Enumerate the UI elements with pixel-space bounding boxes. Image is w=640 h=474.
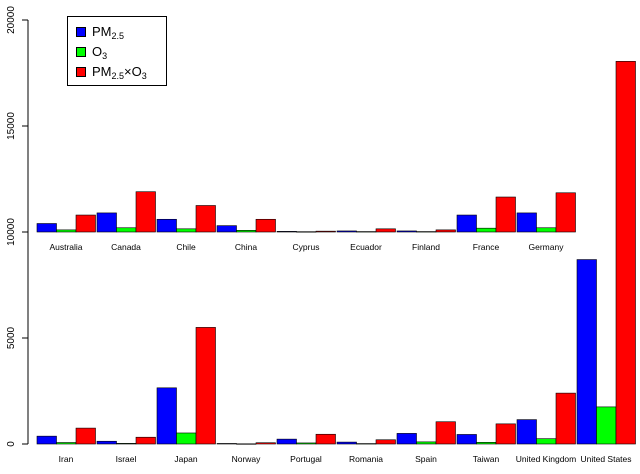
bar-japan-pm25xo3 bbox=[195, 327, 216, 445]
legend-swatch-o3 bbox=[76, 47, 86, 57]
y-axis: 0 5000 10000 15000 20000 bbox=[6, 6, 29, 447]
bar-france-pm25 bbox=[456, 214, 477, 233]
legend-label-pm25: PM2.5 bbox=[92, 23, 125, 41]
bar-spain-o3 bbox=[416, 441, 437, 445]
category-label-australia: Australia bbox=[49, 242, 82, 252]
category-labels: Australia Canada Chile China Cyprus Ecuador Fi… bbox=[49, 242, 631, 464]
bar-canada-pm25 bbox=[96, 212, 117, 233]
bar-israel-pm25 bbox=[96, 440, 117, 445]
bar-australia-pm25 bbox=[36, 223, 57, 233]
bar-romania-pm25 bbox=[336, 441, 357, 445]
bar-cyprus-o3 bbox=[296, 231, 317, 233]
bar-germany-o3 bbox=[536, 227, 557, 233]
bar-united-kingdom-pm25xo3 bbox=[555, 392, 576, 445]
bar-france-o3 bbox=[476, 227, 497, 233]
bar-chile-o3 bbox=[176, 228, 197, 233]
bar-cyprus-pm25xo3 bbox=[315, 230, 336, 233]
bar-united-states-pm25 bbox=[576, 259, 597, 445]
bar-ecuador-pm25xo3 bbox=[375, 228, 396, 233]
bar-united-states-o3 bbox=[596, 406, 617, 445]
bar-portugal-o3 bbox=[296, 442, 317, 445]
bar-iran-pm25 bbox=[36, 435, 57, 445]
bar-iran-pm25xo3 bbox=[75, 427, 96, 445]
bar-united-states-pm25xo3 bbox=[615, 61, 636, 445]
bar-australia-pm25xo3 bbox=[75, 214, 96, 233]
bar-china-o3 bbox=[236, 230, 257, 233]
bar-japan-o3 bbox=[176, 432, 197, 445]
bar-spain-pm25xo3 bbox=[435, 421, 456, 445]
bar-norway-pm25xo3 bbox=[255, 442, 276, 445]
legend: PM2.5 O3 PM2.5×O3 bbox=[67, 16, 167, 86]
bar-romania-pm25xo3 bbox=[375, 439, 396, 445]
y-tick-label-5000: 5000 bbox=[6, 326, 17, 349]
bar-france-pm25xo3 bbox=[495, 196, 516, 233]
category-label-united-kingdom: United Kingdom bbox=[516, 454, 576, 464]
category-label-france: France bbox=[473, 242, 500, 252]
category-label-cyprus: Cyprus bbox=[293, 242, 320, 252]
y-tick-label-0: 0 bbox=[6, 441, 17, 447]
bar-iran-o3 bbox=[56, 442, 77, 445]
legend-item-pm25: PM2.5 bbox=[76, 23, 124, 41]
bar-chile-pm25 bbox=[156, 218, 177, 233]
category-label-united-states: United States bbox=[580, 454, 631, 464]
category-label-japan: Japan bbox=[174, 454, 197, 464]
y-tick-label-15000: 15000 bbox=[6, 112, 17, 140]
bars bbox=[36, 61, 636, 445]
legend-label-o3: O3 bbox=[92, 43, 108, 61]
bar-portugal-pm25xo3 bbox=[315, 433, 336, 445]
category-label-canada: Canada bbox=[111, 242, 141, 252]
bar-norway-pm25 bbox=[216, 443, 237, 445]
bar-taiwan-pm25 bbox=[456, 434, 477, 445]
bar-ecuador-o3 bbox=[356, 231, 377, 233]
bar-israel-o3 bbox=[116, 443, 137, 445]
legend-item-o3: O3 bbox=[76, 43, 107, 61]
bar-united-kingdom-pm25 bbox=[516, 419, 537, 445]
bar-cyprus-pm25 bbox=[276, 231, 297, 233]
bar-germany-pm25xo3 bbox=[555, 192, 576, 233]
bar-portugal-pm25 bbox=[276, 438, 297, 445]
bar-china-pm25 bbox=[216, 225, 237, 233]
bar-ecuador-pm25 bbox=[336, 230, 357, 233]
bar-romania-o3 bbox=[356, 443, 377, 445]
bar-israel-pm25xo3 bbox=[135, 436, 156, 445]
y-tick-label-20000: 20000 bbox=[6, 6, 17, 34]
bar-canada-o3 bbox=[116, 227, 137, 233]
bar-canada-pm25xo3 bbox=[135, 191, 156, 233]
legend-item-pm25xo3: PM2.5×O3 bbox=[76, 63, 147, 81]
bar-united-kingdom-o3 bbox=[536, 438, 557, 445]
bar-finland-pm25xo3 bbox=[435, 229, 456, 233]
category-label-norway: Norway bbox=[232, 454, 262, 464]
legend-swatch-pm25 bbox=[76, 27, 86, 37]
bar-spain-pm25 bbox=[396, 433, 417, 445]
y-tick-label-10000: 10000 bbox=[6, 218, 17, 246]
category-label-taiwan: Taiwan bbox=[473, 454, 500, 464]
legend-label-pm25xo3: PM2.5×O3 bbox=[92, 63, 147, 81]
bar-australia-o3 bbox=[56, 229, 77, 233]
bar-taiwan-pm25xo3 bbox=[495, 423, 516, 445]
bar-china-pm25xo3 bbox=[255, 218, 276, 233]
bar-japan-pm25 bbox=[156, 387, 177, 445]
category-label-china: China bbox=[235, 242, 257, 252]
category-label-portugal: Portugal bbox=[290, 454, 322, 464]
bar-finland-pm25 bbox=[396, 230, 417, 233]
bar-taiwan-o3 bbox=[476, 442, 497, 445]
category-label-chile: Chile bbox=[176, 242, 196, 252]
bar-finland-o3 bbox=[416, 231, 437, 233]
category-label-iran: Iran bbox=[59, 454, 74, 464]
category-label-israel: Israel bbox=[116, 454, 137, 464]
category-label-spain: Spain bbox=[415, 454, 437, 464]
bar-chile-pm25xo3 bbox=[195, 205, 216, 233]
category-label-finland: Finland bbox=[412, 242, 440, 252]
category-label-ecuador: Ecuador bbox=[350, 242, 382, 252]
category-label-germany: Germany bbox=[529, 242, 565, 252]
legend-swatch-pm25xo3 bbox=[76, 67, 86, 77]
bar-norway-o3 bbox=[236, 443, 257, 445]
category-label-romania: Romania bbox=[349, 454, 383, 464]
bar-germany-pm25 bbox=[516, 212, 537, 233]
